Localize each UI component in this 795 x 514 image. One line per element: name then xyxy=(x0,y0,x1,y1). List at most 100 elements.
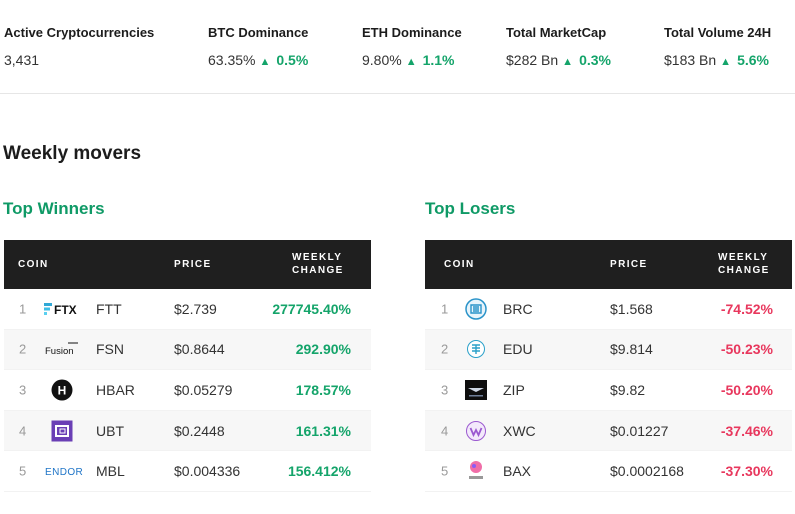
stat-value-text: 3,431 xyxy=(4,52,40,68)
row-symbol[interactable]: ZIP xyxy=(503,381,525,398)
row-price: $0.004336 xyxy=(174,463,241,480)
stat-value: $183 Bn ▲ 5.6% xyxy=(664,52,771,68)
row-rank: 5 xyxy=(441,463,449,479)
triangle-up-icon: ▲ xyxy=(405,56,417,68)
row-rank: 2 xyxy=(441,341,449,357)
row-change: 178.57% xyxy=(295,381,351,398)
stat-change: 0.3% xyxy=(579,52,611,68)
row-price: $0.05279 xyxy=(174,381,233,398)
header-price[interactable]: PRICE xyxy=(610,259,648,270)
header-weekly[interactable]: WEEKLY xyxy=(292,252,343,263)
header-change[interactable]: CHANGE xyxy=(292,265,344,276)
row-change: -37.30% xyxy=(720,463,773,480)
triangle-up-icon: ▲ xyxy=(720,56,732,68)
row-symbol[interactable]: FTT xyxy=(96,300,122,317)
svg-text:ENDOR: ENDOR xyxy=(45,467,83,478)
row-price: $9.82 xyxy=(610,381,646,398)
row-change: -37.46% xyxy=(720,422,773,439)
ftx-logo-icon: FTX xyxy=(44,299,80,319)
section-title: Weekly movers xyxy=(3,143,142,164)
stat-value-text: 9.80% xyxy=(362,52,402,68)
table-header: COIN PRICE WEEKLY CHANGE xyxy=(425,240,792,289)
stat-total-marketcap: Total MarketCap $282 Bn ▲ 0.3% xyxy=(506,25,611,68)
stat-value: 9.80% ▲ 1.1% xyxy=(362,52,462,68)
stat-value: $282 Bn ▲ 0.3% xyxy=(506,52,611,68)
stat-eth-dominance: ETH Dominance 9.80% ▲ 1.1% xyxy=(362,25,462,68)
row-rank: 4 xyxy=(441,423,449,439)
top-winners-table: COIN PRICE WEEKLY CHANGE 1 FTX FTT $2.73… xyxy=(4,240,371,492)
row-symbol[interactable]: BAX xyxy=(503,463,532,480)
row-rank: 2 xyxy=(19,341,27,357)
row-symbol[interactable]: MBL xyxy=(96,463,125,480)
row-symbol[interactable]: UBT xyxy=(96,422,124,439)
header-coin[interactable]: COIN xyxy=(18,259,49,270)
row-change: 161.31% xyxy=(295,422,351,439)
stat-change: 1.1% xyxy=(422,52,455,68)
row-price: $0.8644 xyxy=(174,341,225,358)
triangle-up-icon: ▲ xyxy=(562,56,574,68)
stat-value-text: $282 Bn xyxy=(506,52,559,68)
row-price: $0.2448 xyxy=(174,422,225,439)
row-symbol[interactable]: EDU xyxy=(503,341,533,358)
stat-value-text: 63.35% xyxy=(208,52,256,68)
row-symbol[interactable]: BRC xyxy=(503,300,533,317)
table-row[interactable]: 5 ENDOR MBL $0.004336 156.412% xyxy=(4,451,371,492)
stat-label: ETH Dominance xyxy=(362,25,462,40)
endor-logo-icon: ENDOR xyxy=(44,463,84,479)
table-row[interactable]: 4 XWC $0.01227 -37.46% xyxy=(425,410,792,452)
row-price: $1.568 xyxy=(610,300,653,317)
table-row[interactable]: 2 Fusion FSN $0.8644 292.90% xyxy=(4,329,371,371)
row-symbol[interactable]: XWC xyxy=(503,422,536,439)
bax-logo-icon xyxy=(466,460,486,482)
stat-value: 3,431 xyxy=(4,52,154,68)
triangle-up-icon: ▲ xyxy=(259,56,271,68)
row-symbol[interactable]: HBAR xyxy=(96,381,135,398)
row-price: $2.739 xyxy=(174,300,217,317)
row-change: 277745.40% xyxy=(272,300,351,317)
row-rank: 3 xyxy=(441,382,449,398)
stat-label: BTC Dominance xyxy=(208,25,309,40)
svg-text:Fusion: Fusion xyxy=(45,346,74,357)
table-row[interactable]: 3 ZIP $9.82 -50.20% xyxy=(425,370,792,411)
top-losers-table: COIN PRICE WEEKLY CHANGE 1 BRC $1.568 -7… xyxy=(425,240,792,492)
row-rank: 1 xyxy=(19,301,27,317)
row-change: -50.20% xyxy=(720,381,773,398)
stat-change: 0.5% xyxy=(276,52,309,68)
table-row[interactable]: 2 EDU $9.814 -50.23% xyxy=(425,329,792,371)
row-change: -50.23% xyxy=(720,341,773,358)
table-header: COIN PRICE WEEKLY CHANGE xyxy=(4,240,371,289)
header-change[interactable]: CHANGE xyxy=(718,265,770,276)
stat-value-text: $183 Bn xyxy=(664,52,717,68)
table-row[interactable]: 1 FTX FTT $2.739 277745.40% xyxy=(4,289,371,330)
stat-change: 5.6% xyxy=(737,52,769,68)
svg-text:FTX: FTX xyxy=(54,303,77,317)
top-losers-title: Top Losers xyxy=(425,199,516,218)
row-rank: 5 xyxy=(19,463,27,479)
table-row[interactable]: 3 H HBAR $0.05279 178.57% xyxy=(4,370,371,411)
header-coin[interactable]: COIN xyxy=(444,259,475,270)
stat-label: Total MarketCap xyxy=(506,25,607,40)
table-row[interactable]: 4 UBT $0.2448 161.31% xyxy=(4,410,371,452)
zip-logo-icon xyxy=(465,379,487,400)
top-winners-title: Top Winners xyxy=(3,199,105,218)
row-change: 292.90% xyxy=(295,341,351,358)
row-price: $0.0002168 xyxy=(610,463,684,480)
row-change: -74.52% xyxy=(720,300,773,317)
row-change: 156.412% xyxy=(287,463,351,480)
header-price[interactable]: PRICE xyxy=(174,259,212,270)
row-rank: 1 xyxy=(441,301,449,317)
row-price: $9.814 xyxy=(610,341,653,358)
ubt-logo-icon xyxy=(51,420,73,442)
header-weekly[interactable]: WEEKLY xyxy=(718,252,769,263)
market-stats-bar: Active Cryptocurrencies 3,431 BTC Domina… xyxy=(0,0,795,94)
stat-active-cryptocurrencies: Active Cryptocurrencies 3,431 xyxy=(4,25,154,68)
table-row[interactable]: 1 BRC $1.568 -74.52% xyxy=(425,289,792,330)
row-rank: 3 xyxy=(19,382,27,398)
stat-btc-dominance: BTC Dominance 63.35% ▲ 0.5% xyxy=(208,25,308,68)
svg-text:H: H xyxy=(58,383,67,397)
row-symbol[interactable]: FSN xyxy=(96,341,124,358)
table-row[interactable]: 5 BAX $0.0002168 -37.30% xyxy=(425,451,792,492)
edu-logo-icon xyxy=(467,340,485,359)
stat-value: 63.35% ▲ 0.5% xyxy=(208,52,308,68)
row-rank: 4 xyxy=(19,423,27,439)
